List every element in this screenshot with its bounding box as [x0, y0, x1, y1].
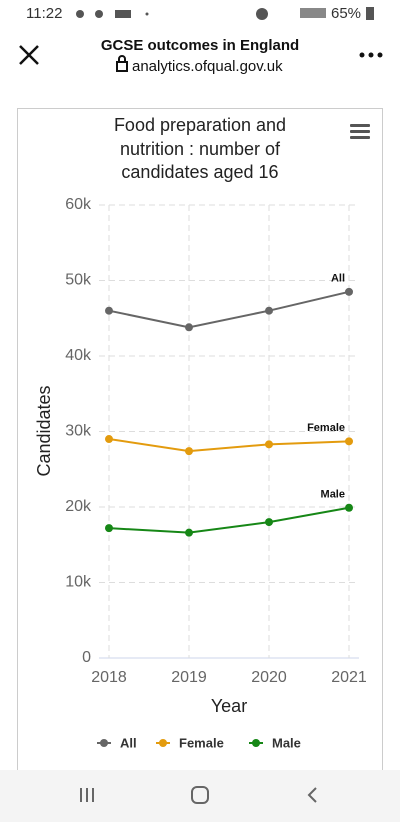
x-tick-label: 2019 — [171, 669, 207, 686]
y-tick-label: 50k — [65, 272, 92, 289]
battery-icon — [366, 7, 374, 20]
series-end-label: All — [331, 273, 345, 285]
data-point — [105, 435, 113, 444]
data-point — [185, 323, 193, 332]
data-point — [345, 287, 353, 296]
legend-label: Female — [179, 735, 224, 750]
data-point — [345, 503, 353, 512]
y-axis-label: Candidates — [34, 385, 54, 476]
x-tick-label: 2018 — [91, 669, 127, 686]
y-tick-label: 0 — [82, 649, 91, 666]
nav-bar — [0, 770, 400, 822]
x-tick-label: 2021 — [331, 669, 367, 686]
y-tick-label: 10k — [65, 574, 92, 591]
series-line — [108, 506, 350, 534]
status-icons — [76, 8, 326, 20]
status-time: 11:22 — [26, 5, 62, 22]
chart-menu-button[interactable] — [350, 124, 370, 139]
series-end-label: Male — [321, 489, 345, 501]
page-title: GCSE outcomes in England — [101, 37, 299, 54]
data-point — [185, 528, 193, 537]
status-battery: 65% — [331, 5, 361, 22]
data-point — [265, 440, 273, 449]
x-axis-label: Year — [211, 696, 247, 716]
series-line — [108, 438, 350, 453]
series-end-label: Female — [307, 422, 345, 434]
legend-marker — [159, 739, 167, 747]
y-tick-label: 60k — [65, 196, 92, 213]
legend-marker — [252, 739, 260, 747]
chart-title: Food preparation and nutrition : number … — [113, 115, 287, 182]
data-point — [345, 437, 353, 446]
data-point — [265, 518, 273, 527]
close-button[interactable] — [19, 45, 39, 65]
x-tick-label: 2020 — [251, 669, 287, 686]
y-tick-label: 20k — [65, 498, 92, 515]
legend-marker — [100, 739, 108, 747]
more-button[interactable] — [359, 52, 383, 58]
page-url: analytics.ofqual.gov.uk — [132, 58, 283, 75]
data-point — [105, 524, 113, 533]
chart-card — [17, 108, 383, 779]
data-point — [265, 306, 273, 315]
lock-icon — [116, 55, 128, 72]
data-point — [185, 447, 193, 456]
legend-label: Male — [272, 735, 301, 750]
legend-label: All — [120, 735, 137, 750]
y-tick-label: 40k — [65, 347, 92, 364]
data-point — [105, 306, 113, 315]
nav-buttons[interactable] — [80, 786, 317, 804]
y-tick-label: 30k — [65, 423, 92, 440]
series-line — [108, 290, 350, 329]
